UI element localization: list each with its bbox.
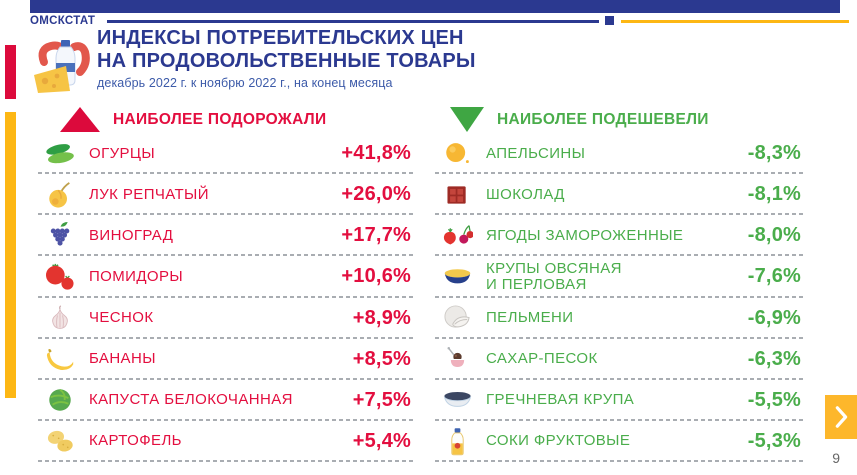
tomatoes-icon <box>44 261 76 293</box>
product-label: ЛУК РЕПЧАТЫЙ <box>89 185 209 203</box>
product-label: КАПУСТА БЕЛОКОЧАННАЯ <box>89 391 293 409</box>
triangle-up-icon <box>60 107 100 132</box>
juice-bottle-icon <box>441 425 473 457</box>
brand-divider-square-icon <box>605 16 614 25</box>
cucumbers-icon <box>44 138 76 170</box>
product-row: КАПУСТА БЕЛОКОЧАННАЯ +7,5% <box>38 380 413 422</box>
onion-icon <box>44 179 76 211</box>
price-increase-column: НАИБОЛЕЕ ПОДОРОЖАЛИ ОГУРЦЫ +41,8% ЛУК РЕПЧ… <box>38 106 413 463</box>
product-row: ВИНОГРАД +17,7% <box>38 215 413 257</box>
product-value: +17,7% <box>341 224 411 247</box>
product-row: БАНАНЫ +8,5% <box>38 339 413 380</box>
title-block: ИНДЕКСЫ ПОТРЕБИТЕЛЬСКИХ ЦЕН НА ПРОДОВОЛЬ… <box>97 27 476 90</box>
product-row: ЧЕСНОК +8,9% <box>38 298 413 339</box>
left-accent-yellow-bar <box>5 112 16 398</box>
product-value: +26,0% <box>341 183 411 206</box>
product-label: САХАР-ПЕСОК <box>486 350 598 368</box>
product-row: ГРЕЧНЕВАЯ КРУПА -5,5% <box>435 380 803 422</box>
column-heading-decrease: НАИБОЛЕЕ ПОДЕШЕВЕЛИ <box>497 110 709 128</box>
product-value: +10,6% <box>341 265 411 288</box>
price-increase-header: НАИБОЛЕЕ ПОДОРОЖАЛИ <box>38 106 413 133</box>
product-label: КРУПЫ ОВСЯНАЯ И ПЕРЛОВАЯ <box>486 259 622 293</box>
product-label: БАНАНЫ <box>89 350 156 368</box>
groats-bowl-icon <box>441 261 473 293</box>
product-label: ПЕЛЬМЕНИ <box>486 309 574 327</box>
product-row: ЯГОДЫ ЗАМОРОЖЕННЫЕ -8,0% <box>435 215 803 257</box>
product-value: +7,5% <box>352 388 411 411</box>
product-value: -5,3% <box>747 429 801 452</box>
product-value: -5,5% <box>747 388 801 411</box>
product-row: КАРТОФЕЛЬ +5,4% <box>38 421 413 463</box>
product-row: СОКИ ФРУКТОВЫЕ -5,3% <box>435 421 803 463</box>
product-value: -8,1% <box>747 183 801 206</box>
product-label: ВИНОГРАД <box>89 226 174 244</box>
banana-icon <box>44 343 76 375</box>
price-decrease-column: НАИБОЛЕЕ ПОДЕШЕВЕЛИ АПЕЛЬСИНЫ -8,3% ШОКОЛА… <box>435 106 803 463</box>
brand-divider-line-yellow <box>621 20 849 23</box>
product-row: АПЕЛЬСИНЫ -8,3% <box>435 133 803 175</box>
price-decrease-header: НАИБОЛЕЕ ПОДЕШЕВЕЛИ <box>435 106 803 133</box>
product-value: +8,9% <box>352 306 411 329</box>
product-label: АПЕЛЬСИНЫ <box>486 144 586 162</box>
brand-divider-line <box>107 20 599 23</box>
product-label: ШОКОЛАД <box>486 185 565 203</box>
frozen-berries-icon <box>441 220 473 252</box>
chocolate-icon <box>441 179 473 211</box>
product-value: -8,0% <box>747 224 801 247</box>
page-subtitle: декабрь 2022 г. к ноябрю 2022 г., на кон… <box>97 76 393 90</box>
potatoes-icon <box>44 425 76 457</box>
food-products-logo-icon <box>30 38 94 96</box>
product-value: +41,8% <box>341 142 411 165</box>
top-accent-bar <box>30 0 840 13</box>
page-number: 9 <box>832 450 840 466</box>
product-value: +8,5% <box>352 347 411 370</box>
orange-icon <box>441 138 473 170</box>
product-row: ЛУК РЕПЧАТЫЙ +26,0% <box>38 174 413 216</box>
cabbage-icon <box>44 384 76 416</box>
product-row: ШОКОЛАД -8,1% <box>435 174 803 216</box>
page-title-line1: ИНДЕКСЫ ПОТРЕБИТЕЛЬСКИХ ЦЕН <box>97 27 464 49</box>
product-row: ПЕЛЬМЕНИ -6,9% <box>435 298 803 339</box>
product-label: КАРТОФЕЛЬ <box>89 432 182 450</box>
product-value: +5,4% <box>352 429 411 452</box>
price-increase-list: ОГУРЦЫ +41,8% ЛУК РЕПЧАТЫЙ +26,0% ВИНОГРАД +1… <box>38 133 413 463</box>
product-value: -6,9% <box>747 306 801 329</box>
pelmeni-icon <box>441 302 473 334</box>
product-value: -6,3% <box>747 347 801 370</box>
product-label: ОГУРЦЫ <box>89 144 156 162</box>
sugar-bowl-icon <box>441 343 473 375</box>
garlic-icon <box>44 302 76 334</box>
brand-name: ОМСКСТАТ <box>30 15 96 27</box>
product-label: ГРЕЧНЕВАЯ КРУПА <box>486 391 635 409</box>
price-decrease-list: АПЕЛЬСИНЫ -8,3% ШОКОЛАД -8,1% ЯГОДЫ ЗАМОРОЖЕ… <box>435 133 803 463</box>
triangle-down-icon <box>450 107 484 132</box>
product-row: САХАР-ПЕСОК -6,3% <box>435 339 803 380</box>
next-slide-button[interactable] <box>825 395 857 439</box>
buckwheat-bowl-icon <box>441 384 473 416</box>
page-title-line2: НА ПРОДОВОЛЬСТВЕННЫЕ ТОВАРЫ <box>97 50 476 72</box>
product-label: ЯГОДЫ ЗАМОРОЖЕННЫЕ <box>486 226 684 244</box>
product-label: СОКИ ФРУКТОВЫЕ <box>486 432 631 450</box>
product-label: ЧЕСНОК <box>89 309 154 327</box>
left-accent-red-bar <box>5 45 16 99</box>
product-row: КРУПЫ ОВСЯНАЯ И ПЕРЛОВАЯ -7,6% <box>435 256 803 298</box>
product-label: ПОМИДОРЫ <box>89 267 184 285</box>
product-value: -7,6% <box>747 265 801 288</box>
product-row: ПОМИДОРЫ +10,6% <box>38 256 413 298</box>
grapes-icon <box>44 220 76 252</box>
product-value: -8,3% <box>747 142 801 165</box>
product-row: ОГУРЦЫ +41,8% <box>38 133 413 175</box>
column-heading-increase: НАИБОЛЕЕ ПОДОРОЖАЛИ <box>113 110 327 128</box>
